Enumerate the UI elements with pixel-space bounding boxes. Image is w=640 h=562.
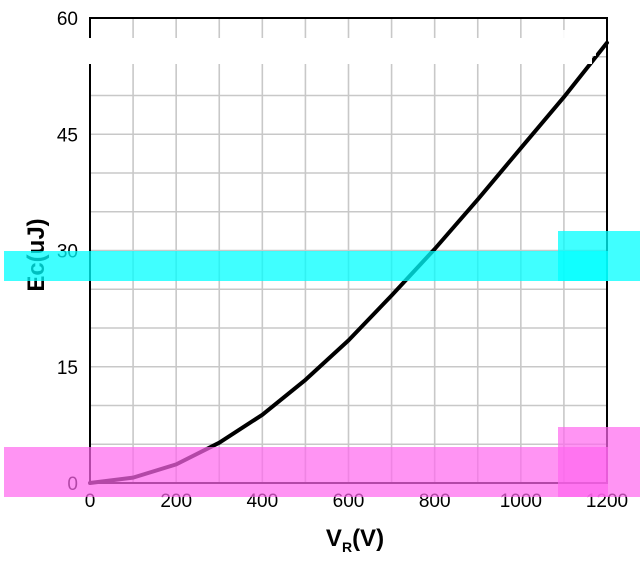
grid-lines [90, 18, 607, 483]
x-axis-title-unit: (V) [352, 525, 384, 552]
y-tick-label: 60 [57, 9, 78, 30]
top-mask-strip [86, 38, 592, 64]
x-tick-label: 0 [85, 491, 96, 512]
top-right-mask [560, 30, 596, 56]
x-axis-title-subscript: R [342, 539, 352, 555]
magenta-highlight-band [4, 447, 608, 497]
cyan-highlight-band [4, 251, 608, 281]
magenta-highlight-band-right [558, 427, 640, 497]
y-tick-label: 15 [57, 358, 78, 379]
x-axis-title-main: V [326, 525, 342, 552]
y-tick-label: 45 [57, 125, 78, 146]
x-axis-title: VR(V) [326, 525, 384, 555]
cyan-highlight-band-right [558, 231, 640, 281]
